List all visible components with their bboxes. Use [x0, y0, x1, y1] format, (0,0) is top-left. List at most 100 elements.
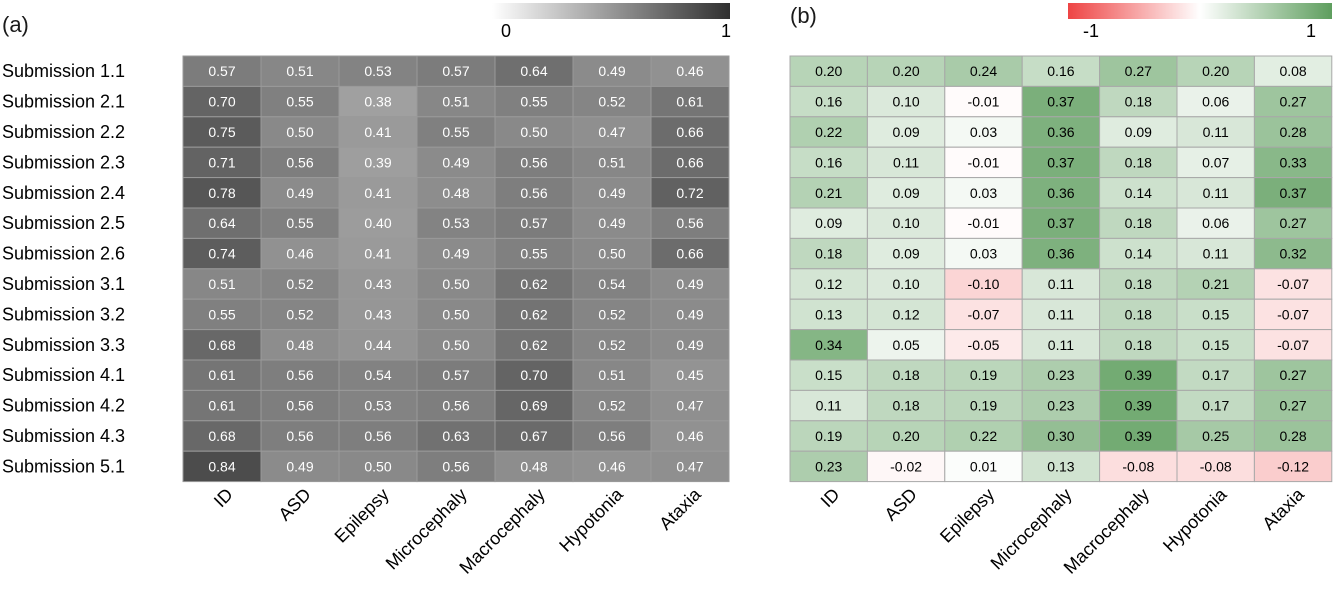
heatmap-a-cell — [416, 359, 496, 391]
heatmap-b-value-label: 0.20 — [815, 63, 842, 79]
heatmap-a-value-label: 0.46 — [598, 458, 625, 474]
heatmap-a-cell — [182, 207, 262, 239]
heatmap-b-cell — [1253, 329, 1333, 361]
heatmap-b-value-label: -0.08 — [1200, 458, 1232, 474]
heatmap-a-value-label: 0.67 — [520, 428, 547, 444]
heatmap-a-cell — [260, 389, 340, 422]
heatmap-a-cell — [572, 329, 652, 361]
heatmap-b-value-label: 0.13 — [815, 306, 842, 322]
heatmap-b-value-label: 0.16 — [815, 94, 842, 110]
heatmap-a-value-label: 0.51 — [208, 276, 235, 292]
heatmap-a-value-label: 0.46 — [286, 246, 313, 262]
heatmap-a-cell — [416, 237, 496, 270]
heatmap-a-cell — [260, 116, 340, 148]
heatmap-b-value-label: 0.23 — [1047, 398, 1074, 414]
heatmap-a-row-label: Submission 2.6 — [2, 244, 125, 264]
heatmap-a-cell — [338, 237, 418, 270]
heatmap-a-cell — [338, 298, 418, 331]
heatmap-b-value-label: 0.18 — [1125, 276, 1152, 292]
heatmap-a-row-label: Submission 1.1 — [2, 61, 125, 81]
heatmap-a-cell — [650, 237, 730, 270]
heatmap-a-value-label: 0.61 — [208, 398, 235, 414]
heatmap-a-row-label: Submission 2.5 — [2, 213, 125, 233]
heatmap-a-value-label: 0.52 — [598, 337, 625, 353]
heatmap-a-value-label: 0.49 — [676, 306, 703, 322]
heatmap-a-value-label: 0.41 — [364, 185, 391, 201]
heatmap-b-value-label: 0.18 — [815, 246, 842, 262]
heatmap-b-cell — [1176, 146, 1255, 179]
heatmap-a-value-label: 0.56 — [598, 428, 625, 444]
heatmap-a-cell — [416, 420, 496, 452]
heatmap-a-value-label: 0.50 — [520, 124, 547, 140]
heatmap-a-row-label: Submission 4.2 — [2, 396, 125, 416]
heatmap-a-value-label: 0.70 — [520, 367, 547, 383]
heatmap-b-value-label: -0.08 — [1122, 458, 1154, 474]
heatmap-b-cell — [1253, 237, 1333, 270]
heatmap-b-cell — [866, 116, 946, 148]
heatmap-a-value-label: 0.51 — [442, 94, 469, 110]
heatmap-a-value-label: 0.50 — [598, 246, 625, 262]
heatmap-b-value-label: 0.09 — [892, 185, 919, 201]
heatmap-a-cell — [182, 177, 262, 209]
heatmap-b-value-label: 0.32 — [1279, 246, 1306, 262]
heatmap-b-value-label: 0.18 — [1125, 215, 1152, 231]
heatmap-b-cell — [866, 146, 946, 179]
heatmap-a-cell — [650, 268, 730, 300]
heatmap-a-value-label: 0.55 — [520, 246, 547, 262]
heatmap-b-value-label: 0.30 — [1047, 428, 1074, 444]
heatmap-b-value-label: 0.13 — [1047, 458, 1074, 474]
heatmap-b-cell — [866, 268, 946, 300]
heatmap-a-value-label: 0.78 — [208, 185, 235, 201]
heatmap-b-value-label: 0.36 — [1047, 124, 1074, 140]
heatmap-b-cell — [944, 237, 1023, 270]
heatmap-b-value-label: 0.09 — [815, 215, 842, 231]
heatmap-b-value-label: 0.05 — [892, 337, 919, 353]
heatmap-b-value-label: -0.02 — [890, 458, 922, 474]
heatmap-a-cell — [494, 268, 574, 300]
heatmap-a-cell — [572, 55, 652, 87]
heatmap-a-value-label: 0.61 — [208, 367, 235, 383]
heatmap-a-value-label: 0.66 — [676, 124, 703, 140]
heatmap-a-value-label: 0.71 — [208, 154, 235, 170]
heatmap-a-value-label: 0.52 — [598, 94, 625, 110]
heatmap-b-value-label: 0.28 — [1279, 124, 1306, 140]
heatmap-a-value-label: 0.56 — [442, 398, 469, 414]
heatmap-b-value-label: 0.10 — [892, 215, 919, 231]
heatmap-a-cell — [494, 329, 574, 361]
heatmap-a-cell — [338, 420, 418, 452]
heatmap-b-value-label: 0.39 — [1125, 367, 1152, 383]
heatmap-a-cell — [260, 268, 340, 300]
heatmap-a-cell — [650, 450, 730, 483]
heatmap-a-cell — [338, 329, 418, 361]
heatmap-a-value-label: 0.41 — [364, 124, 391, 140]
heatmap-b-value-label: 0.37 — [1047, 154, 1074, 170]
heatmap-b-value-label: 0.21 — [815, 185, 842, 201]
heatmap-b-value-label: 0.22 — [970, 428, 997, 444]
heatmap-b-cell — [1253, 389, 1333, 422]
heatmap-b-value-label: 0.01 — [970, 458, 997, 474]
heatmap-b-value-label: 0.18 — [1125, 94, 1152, 110]
heatmap-b-value-label: 0.27 — [1125, 63, 1152, 79]
heatmap-a-value-label: 0.43 — [364, 306, 391, 322]
heatmap-b-value-label: 0.18 — [1125, 154, 1152, 170]
heatmap-b-cell — [866, 55, 946, 87]
heatmap-a-cell — [182, 450, 262, 483]
heatmap-a-value-label: 0.51 — [286, 63, 313, 79]
heatmap-b-value-label: 0.15 — [1202, 306, 1229, 322]
heatmap-b-value-label: 0.11 — [1203, 246, 1229, 262]
heatmap-a-value-label: 0.54 — [598, 276, 625, 292]
heatmap-b-value-label: 0.11 — [1048, 276, 1074, 292]
heatmap-b-value-label: 0.09 — [892, 124, 919, 140]
heatmap-a-cell — [260, 359, 340, 391]
heatmap-a-value-label: 0.69 — [520, 398, 547, 414]
heatmap-b-cell — [1021, 420, 1101, 452]
heatmap-b-value-label: 0.20 — [892, 428, 919, 444]
heatmap-a-value-label: 0.55 — [286, 215, 313, 231]
heatmap-a-value-label: 0.62 — [520, 276, 547, 292]
heatmap-b-value-label: 0.16 — [815, 154, 842, 170]
colorbar-b-min-label: -1 — [1083, 21, 1099, 41]
heatmap-a-row-label: Submission 4.1 — [2, 365, 125, 385]
heatmap-b-cell — [1253, 420, 1333, 452]
